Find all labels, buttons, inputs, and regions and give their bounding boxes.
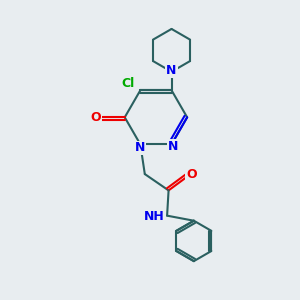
Text: O: O (186, 168, 197, 181)
Text: N: N (167, 64, 177, 77)
Text: N: N (135, 141, 145, 154)
Text: N: N (168, 140, 178, 153)
Text: NH: NH (144, 210, 165, 223)
Text: O: O (91, 111, 101, 124)
Text: Cl: Cl (121, 77, 134, 90)
